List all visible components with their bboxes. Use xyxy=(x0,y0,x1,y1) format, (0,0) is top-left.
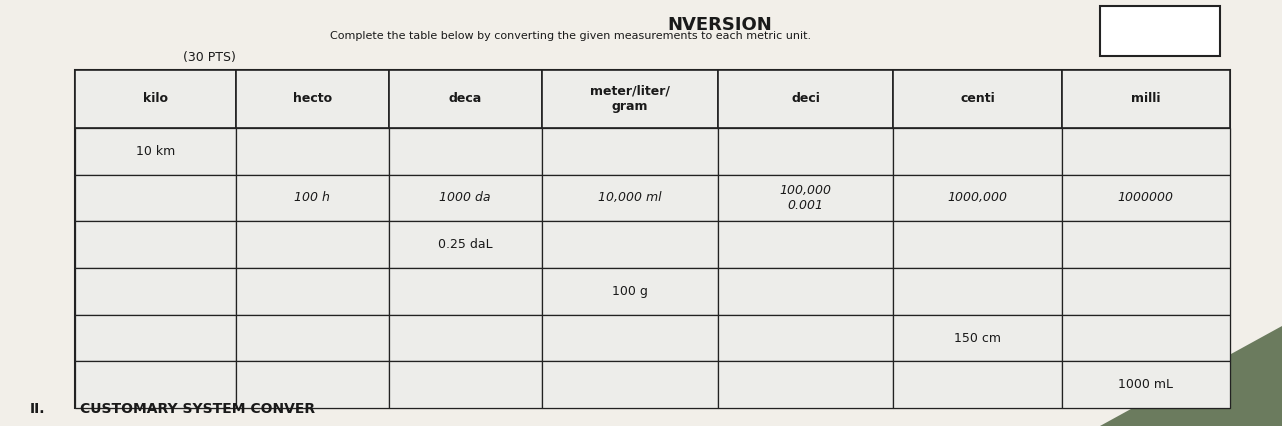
Text: meter/liter/
gram: meter/liter/ gram xyxy=(590,85,669,113)
Text: (30 PTS): (30 PTS) xyxy=(183,51,236,64)
Bar xyxy=(388,175,541,222)
Bar xyxy=(894,70,1061,128)
Bar xyxy=(388,361,541,408)
Text: 100,000
0.001: 100,000 0.001 xyxy=(779,184,832,212)
Bar xyxy=(388,128,541,175)
Text: hecto: hecto xyxy=(292,92,332,106)
Text: 0.25 daL: 0.25 daL xyxy=(437,238,492,251)
Text: CUSTOMARY SYSTEM CONVER: CUSTOMARY SYSTEM CONVER xyxy=(79,402,315,416)
Bar xyxy=(1061,128,1229,175)
Bar xyxy=(388,315,541,361)
Bar xyxy=(718,175,894,222)
Bar xyxy=(541,175,718,222)
Text: milli: milli xyxy=(1131,92,1160,106)
Bar xyxy=(236,128,388,175)
Bar xyxy=(236,175,388,222)
Bar xyxy=(236,361,388,408)
Bar xyxy=(894,128,1061,175)
Bar xyxy=(76,70,1229,408)
Text: deci: deci xyxy=(791,92,820,106)
Bar xyxy=(894,361,1061,408)
Bar xyxy=(76,70,236,128)
Bar xyxy=(236,70,388,128)
Bar xyxy=(541,268,718,315)
Bar xyxy=(1061,70,1229,128)
Bar xyxy=(541,70,718,128)
Text: 1000 mL: 1000 mL xyxy=(1118,378,1173,391)
Text: 1000,000: 1000,000 xyxy=(947,192,1008,204)
Bar xyxy=(718,315,894,361)
Bar xyxy=(718,70,894,128)
Bar xyxy=(894,222,1061,268)
Bar xyxy=(1061,361,1229,408)
Text: Complete the table below by converting the given measurements to each metric uni: Complete the table below by converting t… xyxy=(329,31,812,41)
Text: 1000000: 1000000 xyxy=(1118,192,1174,204)
Bar xyxy=(1061,315,1229,361)
Bar xyxy=(388,222,541,268)
Text: 100 g: 100 g xyxy=(612,285,647,298)
Bar xyxy=(541,222,718,268)
Bar xyxy=(718,128,894,175)
Bar xyxy=(1061,222,1229,268)
Bar xyxy=(76,128,236,175)
Bar xyxy=(76,222,236,268)
Text: 100 h: 100 h xyxy=(294,192,329,204)
Bar xyxy=(541,361,718,408)
Text: 10 km: 10 km xyxy=(136,145,174,158)
Bar xyxy=(1061,268,1229,315)
Bar xyxy=(236,222,388,268)
Text: NVERSION: NVERSION xyxy=(668,16,772,34)
Text: 1000 da: 1000 da xyxy=(440,192,491,204)
Bar xyxy=(76,175,236,222)
Text: deca: deca xyxy=(449,92,482,106)
Bar xyxy=(388,70,541,128)
Bar xyxy=(76,361,236,408)
Bar xyxy=(894,175,1061,222)
Bar xyxy=(894,315,1061,361)
Bar xyxy=(718,268,894,315)
Bar xyxy=(1100,6,1220,56)
Bar xyxy=(76,268,236,315)
Bar xyxy=(236,315,388,361)
Bar xyxy=(541,128,718,175)
Bar xyxy=(894,268,1061,315)
Text: II.: II. xyxy=(29,402,45,416)
Bar xyxy=(541,315,718,361)
Text: kilo: kilo xyxy=(142,92,168,106)
Text: 10,000 ml: 10,000 ml xyxy=(597,192,662,204)
Bar xyxy=(76,315,236,361)
Bar xyxy=(718,222,894,268)
Polygon shape xyxy=(779,0,1282,426)
Bar xyxy=(388,268,541,315)
Bar xyxy=(236,268,388,315)
Text: centi: centi xyxy=(960,92,995,106)
Bar xyxy=(718,361,894,408)
Text: 150 cm: 150 cm xyxy=(954,331,1001,345)
Bar xyxy=(1061,175,1229,222)
